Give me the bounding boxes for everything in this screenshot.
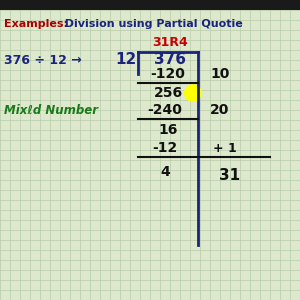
Ellipse shape [184,84,202,102]
Text: -12: -12 [152,141,178,155]
Text: 4: 4 [160,165,170,179]
Text: 10: 10 [210,67,230,81]
Bar [0,0,300,10]
Text: 256: 256 [153,86,183,100]
Text: -240: -240 [148,103,182,117]
Text: 31: 31 [219,167,241,182]
Text: + 1: + 1 [213,142,237,154]
Text: Mixℓd Number: Mixℓd Number [4,103,98,116]
Text: 16: 16 [158,123,178,137]
Text: 31R4: 31R4 [152,35,188,49]
Text: Division using Partial Quotie: Division using Partial Quotie [57,19,243,29]
Text: 376: 376 [154,52,186,68]
Text: 376 ÷ 12 →: 376 ÷ 12 → [4,53,82,67]
Text: -120: -120 [151,67,185,81]
Text: 20: 20 [210,103,230,117]
Text: Examples:: Examples: [4,19,68,29]
Text: 12: 12 [116,52,137,68]
